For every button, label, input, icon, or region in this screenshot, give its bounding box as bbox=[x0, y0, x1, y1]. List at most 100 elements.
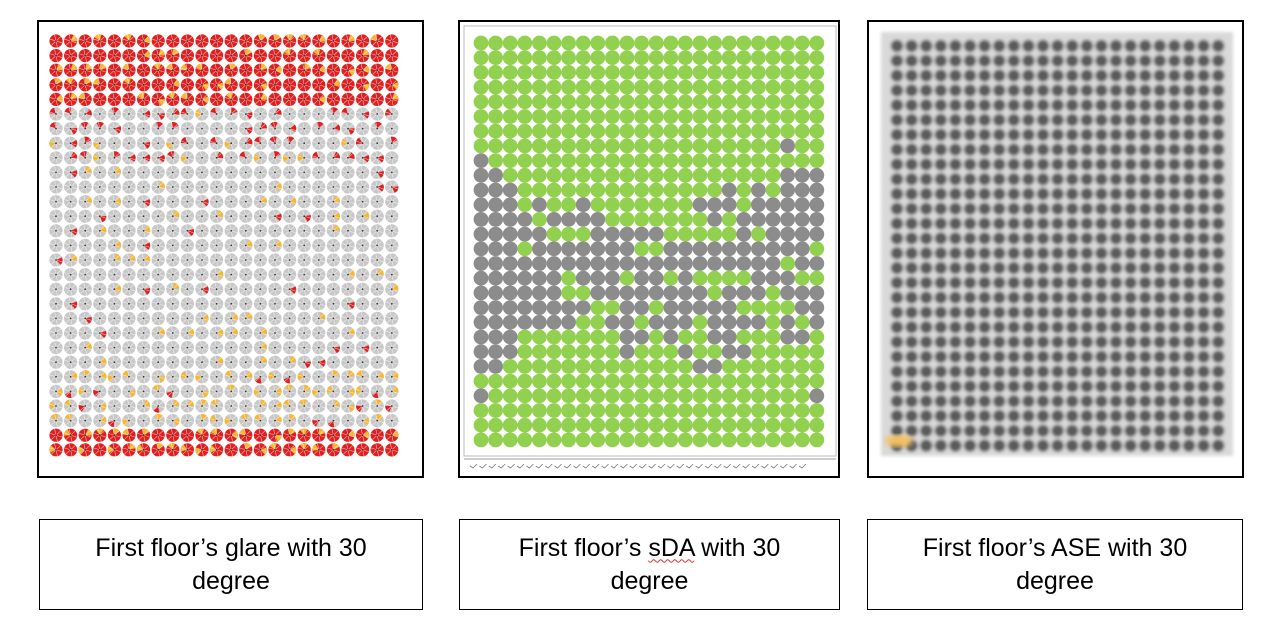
glare-center bbox=[317, 332, 320, 334]
glare-center bbox=[171, 405, 174, 407]
ase-point bbox=[905, 128, 918, 141]
ase-point bbox=[934, 232, 947, 245]
sda-point-fail bbox=[780, 241, 795, 257]
ase-point bbox=[1124, 321, 1137, 334]
sda-point-pass bbox=[546, 65, 562, 80]
ase-point bbox=[1007, 187, 1020, 201]
sda-point-fail bbox=[751, 241, 766, 257]
sda-point-pass bbox=[692, 65, 708, 80]
glare-center bbox=[171, 113, 174, 115]
ase-point bbox=[1109, 232, 1123, 245]
sda-point-pass bbox=[532, 388, 547, 404]
glare-wedge bbox=[167, 443, 175, 450]
sda-point-fail bbox=[502, 197, 518, 213]
ase-point bbox=[1212, 128, 1225, 141]
ase-point bbox=[993, 306, 1006, 319]
glare-center bbox=[347, 229, 349, 232]
sda-point-fail bbox=[619, 285, 635, 301]
glare-center bbox=[215, 273, 218, 276]
ase-point bbox=[1066, 69, 1079, 82]
sda-point-fail bbox=[502, 270, 518, 286]
glare-center bbox=[274, 54, 276, 57]
sda-point-pass bbox=[663, 138, 679, 154]
sda-point-pass bbox=[502, 79, 518, 95]
glare-center bbox=[55, 332, 57, 334]
glare-wedge bbox=[113, 151, 121, 158]
ase-point bbox=[905, 143, 918, 156]
ase-point bbox=[1109, 113, 1123, 127]
ase-point bbox=[1022, 99, 1035, 112]
glare-center bbox=[84, 156, 87, 159]
sda-point-pass bbox=[648, 241, 664, 257]
glare-center bbox=[171, 317, 174, 320]
glare-center bbox=[376, 273, 379, 276]
glare-center bbox=[347, 361, 349, 364]
ase-point bbox=[1153, 321, 1166, 334]
glare-center bbox=[347, 200, 349, 203]
sda-point-pass bbox=[561, 197, 576, 213]
sda-base-mark bbox=[573, 463, 581, 469]
ase-point bbox=[1066, 261, 1079, 275]
ase-point bbox=[920, 291, 933, 304]
ase-point bbox=[1182, 217, 1196, 230]
sda-point-fail bbox=[809, 226, 825, 242]
ase-point bbox=[978, 84, 991, 97]
ase-point bbox=[890, 306, 904, 319]
glare-center bbox=[317, 40, 320, 42]
glare-center bbox=[201, 40, 203, 42]
glare-center bbox=[244, 448, 247, 451]
glare-center bbox=[55, 69, 57, 72]
glare-center bbox=[84, 113, 87, 115]
glare-wedge bbox=[390, 136, 398, 144]
glare-center bbox=[201, 244, 203, 247]
sda-point-pass bbox=[546, 50, 562, 66]
glare-center bbox=[274, 317, 276, 320]
ase-point bbox=[890, 247, 904, 260]
sda-point-pass bbox=[692, 329, 708, 345]
ase-point bbox=[963, 158, 977, 171]
sda-point-pass bbox=[488, 50, 503, 66]
glare-center bbox=[84, 448, 87, 451]
sda-point-pass bbox=[707, 65, 722, 80]
glare-center bbox=[201, 142, 203, 145]
glare-wedge bbox=[123, 78, 131, 85]
ase-point bbox=[1182, 113, 1196, 127]
ase-point bbox=[1095, 217, 1108, 230]
glare-center bbox=[113, 244, 116, 247]
sda-point-pass bbox=[648, 138, 664, 154]
sda-point-fail bbox=[473, 167, 489, 183]
sda-point-fail bbox=[780, 197, 795, 213]
sda-point-fail bbox=[502, 182, 518, 198]
ase-point bbox=[1182, 202, 1196, 215]
sda-point-pass bbox=[765, 388, 781, 404]
glare-center bbox=[201, 375, 203, 378]
sda-point-pass bbox=[707, 123, 722, 139]
sda-base-mark bbox=[629, 463, 638, 469]
ase-point bbox=[1139, 143, 1152, 156]
glare-center bbox=[98, 229, 101, 232]
ase-point bbox=[934, 306, 947, 319]
sda-point-pass bbox=[546, 109, 562, 124]
ase-point bbox=[1168, 173, 1181, 186]
glare-center bbox=[230, 113, 233, 115]
glare-center bbox=[171, 259, 174, 261]
glare-center bbox=[142, 69, 145, 72]
glare-center bbox=[69, 156, 72, 159]
ase-point bbox=[1109, 291, 1123, 304]
ase-point bbox=[993, 232, 1006, 245]
sda-point-pass bbox=[575, 344, 591, 360]
glare-center bbox=[186, 273, 189, 276]
glare-center bbox=[361, 127, 364, 130]
glare-center bbox=[215, 200, 218, 203]
sda-point-pass bbox=[809, 153, 825, 169]
sda-point-pass bbox=[721, 359, 737, 374]
sda-point-fail bbox=[736, 314, 752, 330]
glare-wedge bbox=[202, 391, 209, 398]
glare-center bbox=[376, 419, 379, 422]
ase-point bbox=[920, 232, 933, 245]
glare-center bbox=[157, 419, 160, 422]
ase-point bbox=[890, 143, 904, 156]
glare-center bbox=[317, 54, 320, 57]
glare-center bbox=[171, 434, 174, 437]
glare-center bbox=[201, 317, 203, 320]
